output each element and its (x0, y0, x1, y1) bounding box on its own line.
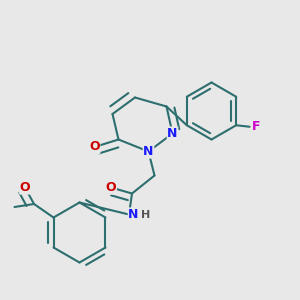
Text: F: F (251, 120, 260, 133)
Text: N: N (167, 127, 178, 140)
Text: H: H (141, 209, 150, 220)
Text: N: N (143, 145, 154, 158)
Text: O: O (106, 181, 116, 194)
Text: O: O (20, 181, 30, 194)
Text: N: N (128, 208, 139, 221)
Text: O: O (89, 140, 100, 154)
